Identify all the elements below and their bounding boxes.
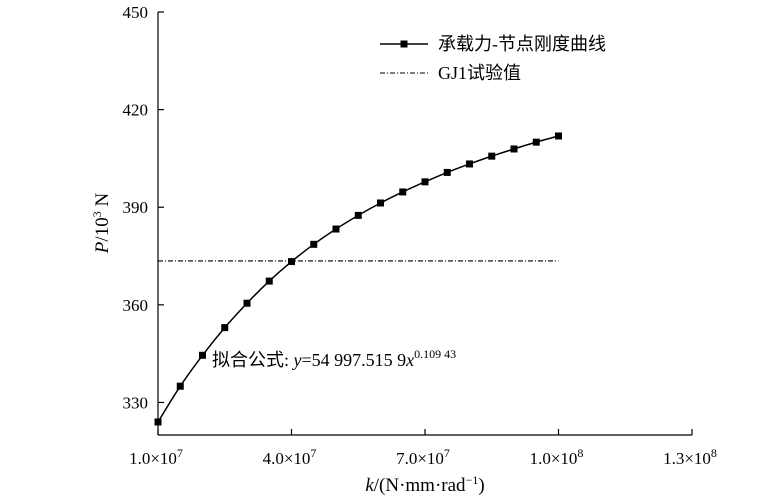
x-tick-label-exponent: 7 — [310, 446, 316, 460]
fit-formula-prefix: 拟合公式: — [212, 350, 294, 370]
x-tick-label-exponent: 7 — [177, 446, 183, 460]
fit-formula-annotation: 拟合公式: y=54 997.515 9x0.109 43 — [212, 347, 456, 370]
x-tick-label: 4.0×107 — [263, 446, 317, 468]
data-point-marker — [532, 138, 540, 146]
fit-formula-x: x — [405, 350, 414, 370]
fit-formula-coefficient: =54 997.515 9 — [302, 350, 407, 370]
legend-swatch-marker — [400, 40, 408, 48]
x-tick-label-mantissa: 7.0×10 — [396, 449, 444, 468]
x-tick-label-mantissa: 1.0×10 — [530, 449, 578, 468]
y-axis-title-var: P — [92, 241, 113, 254]
series-curve-line — [157, 135, 559, 423]
data-point-marker — [488, 152, 496, 160]
fit-formula-y: y — [292, 350, 302, 370]
x-axis-title: k/(N·mm·rad−1) — [365, 473, 484, 496]
data-point-marker — [377, 199, 384, 207]
x-tick-label-mantissa: 4.0×10 — [263, 449, 311, 468]
x-axis-title-sup: −1 — [466, 473, 479, 487]
data-point-marker — [243, 299, 251, 307]
axes — [157, 12, 692, 436]
x-tick-label: 1.3×108 — [663, 446, 717, 468]
data-point-marker — [510, 145, 518, 153]
y-axis-title-unit-end: N — [92, 193, 113, 212]
x-tick-label-exponent: 7 — [444, 446, 450, 460]
data-point-marker — [332, 225, 340, 233]
x-axis-title-close: ) — [478, 475, 484, 496]
data-point-marker — [399, 188, 407, 196]
y-axis-title: P/103 N — [90, 193, 113, 255]
x-tick-label-exponent: 8 — [711, 446, 717, 460]
data-point-marker — [265, 277, 273, 285]
x-tick-label: 1.0×108 — [530, 446, 584, 468]
data-point-marker — [443, 168, 451, 176]
legend-label-curve: 承载力-节点刚度曲线 — [438, 34, 606, 54]
data-point-marker — [176, 382, 184, 390]
data-point-marker — [354, 211, 362, 219]
data-point-marker — [288, 258, 295, 266]
x-tick-label-mantissa: 1.3×10 — [663, 449, 711, 468]
legend-label-reference: GJ1试验值 — [438, 63, 521, 83]
data-point-marker — [199, 351, 206, 359]
data-point-marker — [421, 178, 429, 186]
x-axis-title-var: k — [365, 475, 374, 496]
y-tick-label: 330 — [123, 393, 149, 412]
series — [154, 132, 562, 426]
data-point-marker — [310, 240, 318, 248]
data-point-marker — [154, 418, 162, 426]
y-tick-label: 390 — [123, 198, 149, 217]
y-axis-title-sup: 3 — [90, 211, 104, 217]
data-point-marker — [221, 324, 229, 332]
x-axis-title-unit: /(N·mm·rad — [374, 475, 466, 496]
y-tick-label: 420 — [123, 101, 149, 120]
x-tick-label: 7.0×107 — [396, 446, 450, 468]
y-tick-label: 360 — [123, 296, 149, 315]
data-point-marker — [466, 160, 473, 168]
data-point-marker — [555, 132, 562, 140]
x-tick-label: 1.0×107 — [129, 446, 183, 468]
legend: 承载力-节点刚度曲线 GJ1试验值 — [380, 34, 606, 83]
fit-formula-exponent: 0.109 43 — [414, 347, 456, 361]
y-axis-title-unit: /10 — [92, 217, 113, 241]
y-tick-label: 450 — [123, 3, 149, 22]
x-tick-label-exponent: 8 — [577, 446, 583, 460]
x-tick-label-mantissa: 1.0×10 — [129, 449, 177, 468]
